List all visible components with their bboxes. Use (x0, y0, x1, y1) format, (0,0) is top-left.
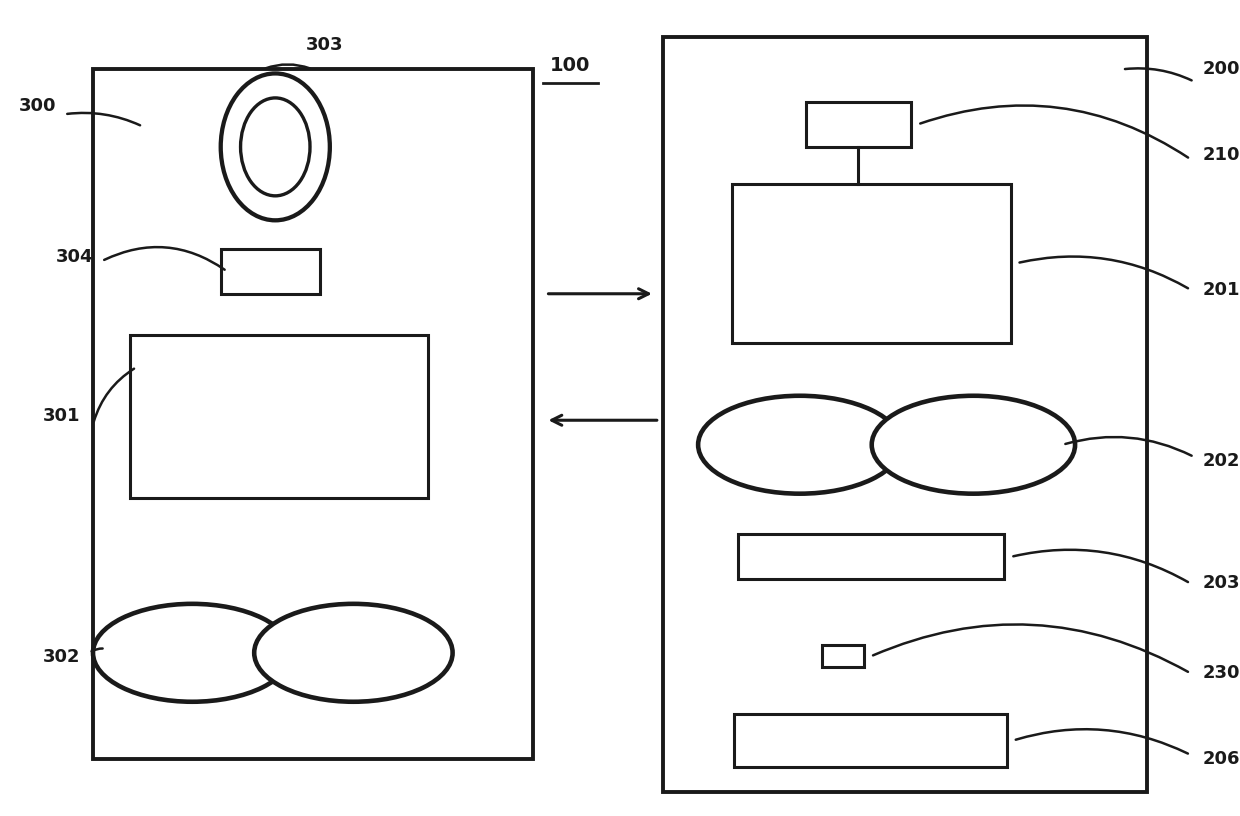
Bar (822, 645, 864, 667)
Bar (221, 249, 320, 294)
Ellipse shape (221, 73, 330, 220)
Bar (734, 714, 1007, 767)
Ellipse shape (93, 604, 291, 702)
Text: 202: 202 (1203, 452, 1240, 470)
Text: 302: 302 (43, 648, 81, 666)
Text: 303: 303 (306, 36, 343, 54)
Ellipse shape (254, 604, 453, 702)
Ellipse shape (872, 396, 1075, 494)
Ellipse shape (698, 396, 901, 494)
Text: 200: 200 (1203, 60, 1240, 78)
Bar (663, 37, 1147, 792)
Bar (732, 184, 1011, 343)
Bar (806, 102, 911, 147)
Text: 203: 203 (1203, 574, 1240, 592)
Text: 230: 230 (1203, 664, 1240, 682)
Bar (738, 534, 1004, 579)
Text: 301: 301 (43, 407, 81, 425)
Text: 100: 100 (551, 55, 590, 75)
Text: 206: 206 (1203, 750, 1240, 768)
Ellipse shape (241, 98, 310, 196)
Bar (93, 69, 533, 759)
Text: 201: 201 (1203, 281, 1240, 299)
Bar (130, 335, 428, 498)
Text: 304: 304 (56, 248, 93, 266)
Text: 210: 210 (1203, 146, 1240, 164)
Text: 300: 300 (19, 97, 56, 115)
